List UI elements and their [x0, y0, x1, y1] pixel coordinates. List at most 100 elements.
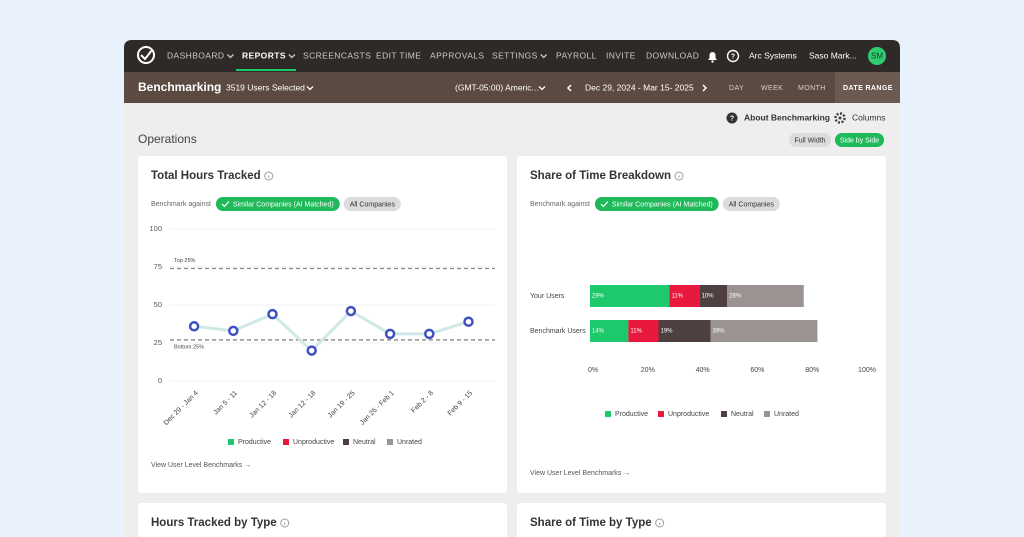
about-link[interactable]: About Benchmarking — [744, 112, 830, 122]
y-tick-label: Benchmark Users — [530, 328, 586, 335]
chart-title: Share of Time Breakdown — [530, 170, 671, 182]
layout-button[interactable] — [789, 133, 831, 147]
check-icon — [221, 201, 230, 208]
layout-button-label[interactable]: Full Width — [794, 137, 825, 144]
info-icon — [674, 171, 684, 181]
bar-segment — [658, 320, 711, 342]
data-point — [384, 328, 396, 340]
svg-text:?: ? — [731, 53, 735, 60]
info-icon — [264, 171, 274, 181]
benchmark-option-label[interactable]: Similar Companies (AI Matched) — [612, 201, 713, 208]
logo — [137, 46, 155, 64]
period-tab[interactable]: MONTH — [798, 85, 826, 92]
timezone-selector[interactable]: (GMT-05:00) Americ... — [455, 82, 539, 92]
active-indicator — [236, 69, 296, 71]
legend-label: Unrated — [774, 411, 799, 418]
bar-segment — [699, 285, 727, 307]
bar-value-label: 28% — [729, 294, 742, 300]
section-title: Operations — [138, 132, 197, 146]
info-icon — [280, 518, 290, 528]
legend-swatch — [605, 411, 611, 417]
benchmark-option-label[interactable]: All Companies — [729, 201, 775, 208]
company-name[interactable]: Arc Systems — [749, 50, 797, 60]
y-tick-label: Your Users — [530, 293, 565, 300]
nav-item[interactable]: PAYROLL — [556, 50, 597, 60]
about-icon[interactable]: ? — [726, 112, 738, 124]
chart-title: Total Hours Tracked — [151, 170, 261, 182]
avatar[interactable] — [868, 47, 886, 65]
y-tick-label: 0 — [158, 376, 162, 385]
y-tick-label: 25 — [154, 338, 162, 347]
page-title: Benchmarking — [138, 80, 221, 94]
help-icon[interactable]: ? — [726, 49, 740, 63]
series-line — [193, 309, 469, 353]
sub-header — [124, 72, 900, 103]
benchmark-option[interactable] — [594, 197, 719, 211]
legend-swatch — [343, 439, 349, 445]
nav-item[interactable]: INVITE — [606, 50, 636, 60]
card-title: Hours Tracked by Type — [151, 517, 277, 529]
check-icon — [600, 201, 609, 208]
nav-item[interactable]: DOWNLOAD — [646, 50, 699, 60]
reference-label: Bottom 25% — [174, 344, 204, 350]
nav-item[interactable]: REPORTS — [242, 50, 286, 60]
bar-segment — [628, 320, 659, 342]
caret-icon — [538, 86, 546, 91]
benchmark-option[interactable] — [722, 197, 780, 211]
benchmark-label: Benchmark against — [151, 201, 211, 208]
layout-button-label[interactable]: Side by Side — [840, 137, 879, 144]
nav-item[interactable]: EDIT TIME — [376, 50, 421, 60]
bar-value-label: 14% — [592, 329, 605, 335]
bar-segment — [590, 320, 629, 342]
card — [138, 156, 507, 493]
legend-label: Unrated — [397, 439, 422, 446]
bar-segment — [669, 285, 700, 307]
date-range[interactable]: Dec 29, 2024 - Mar 15- 2025 — [585, 82, 694, 92]
legend-label: Productive — [615, 411, 648, 418]
prev-icon[interactable] — [566, 84, 572, 92]
caret-icon — [226, 54, 234, 59]
card — [138, 503, 507, 537]
x-tick-label: 60% — [750, 367, 764, 374]
benchmark-option[interactable] — [215, 197, 340, 211]
benchmark-link[interactable]: View User Level Benchmarks → — [530, 470, 630, 477]
benchmark-link[interactable]: View User Level Benchmarks → — [151, 462, 251, 469]
nav-item[interactable]: APPROVALS — [430, 50, 484, 60]
benchmark-label: Benchmark against — [530, 201, 590, 208]
nav-item[interactable]: SCREENCASTS — [303, 50, 371, 60]
legend-label: Neutral — [731, 411, 754, 418]
legend-label: Productive — [238, 439, 271, 446]
svg-text:?: ? — [730, 115, 734, 122]
nav-item[interactable]: SETTINGS — [492, 50, 538, 60]
x-tick-label: 40% — [696, 367, 710, 374]
bar-value-label: 39% — [713, 329, 726, 335]
user-name[interactable]: Saso Mark... — [809, 50, 857, 60]
legend-swatch — [283, 439, 289, 445]
period-tab[interactable]: DATE RANGE — [843, 85, 893, 92]
benchmark-option-label[interactable]: All Companies — [350, 201, 396, 208]
info-icon — [655, 518, 665, 528]
benchmark-option-label[interactable]: Similar Companies (AI Matched) — [233, 201, 334, 208]
columns-button[interactable]: Columns — [852, 112, 886, 122]
bar-segment — [590, 285, 670, 307]
legend-label: Unproductive — [668, 411, 709, 418]
period-tab[interactable]: DAY — [729, 85, 744, 92]
layout-button[interactable] — [835, 133, 884, 147]
legend-swatch — [658, 411, 664, 417]
bar-value-label: 11% — [630, 329, 642, 335]
x-tick-label: 20% — [641, 367, 655, 374]
data-point — [267, 308, 278, 320]
legend-label: Unproductive — [293, 439, 334, 446]
y-tick-label: 75 — [154, 262, 162, 271]
benchmark-option[interactable] — [343, 197, 401, 211]
avatar-initials: SM — [871, 52, 883, 61]
users-selector[interactable]: 3519 Users Selected — [226, 82, 305, 92]
y-tick-label: 100 — [149, 224, 162, 233]
period-tab[interactable]: WEEK — [761, 85, 783, 92]
next-icon[interactable] — [702, 84, 708, 92]
bell-icon[interactable] — [708, 52, 717, 63]
gear-icon[interactable] — [834, 112, 846, 124]
nav-item[interactable]: DASHBOARD — [167, 50, 224, 60]
reference-label: Top 25% — [174, 258, 196, 264]
